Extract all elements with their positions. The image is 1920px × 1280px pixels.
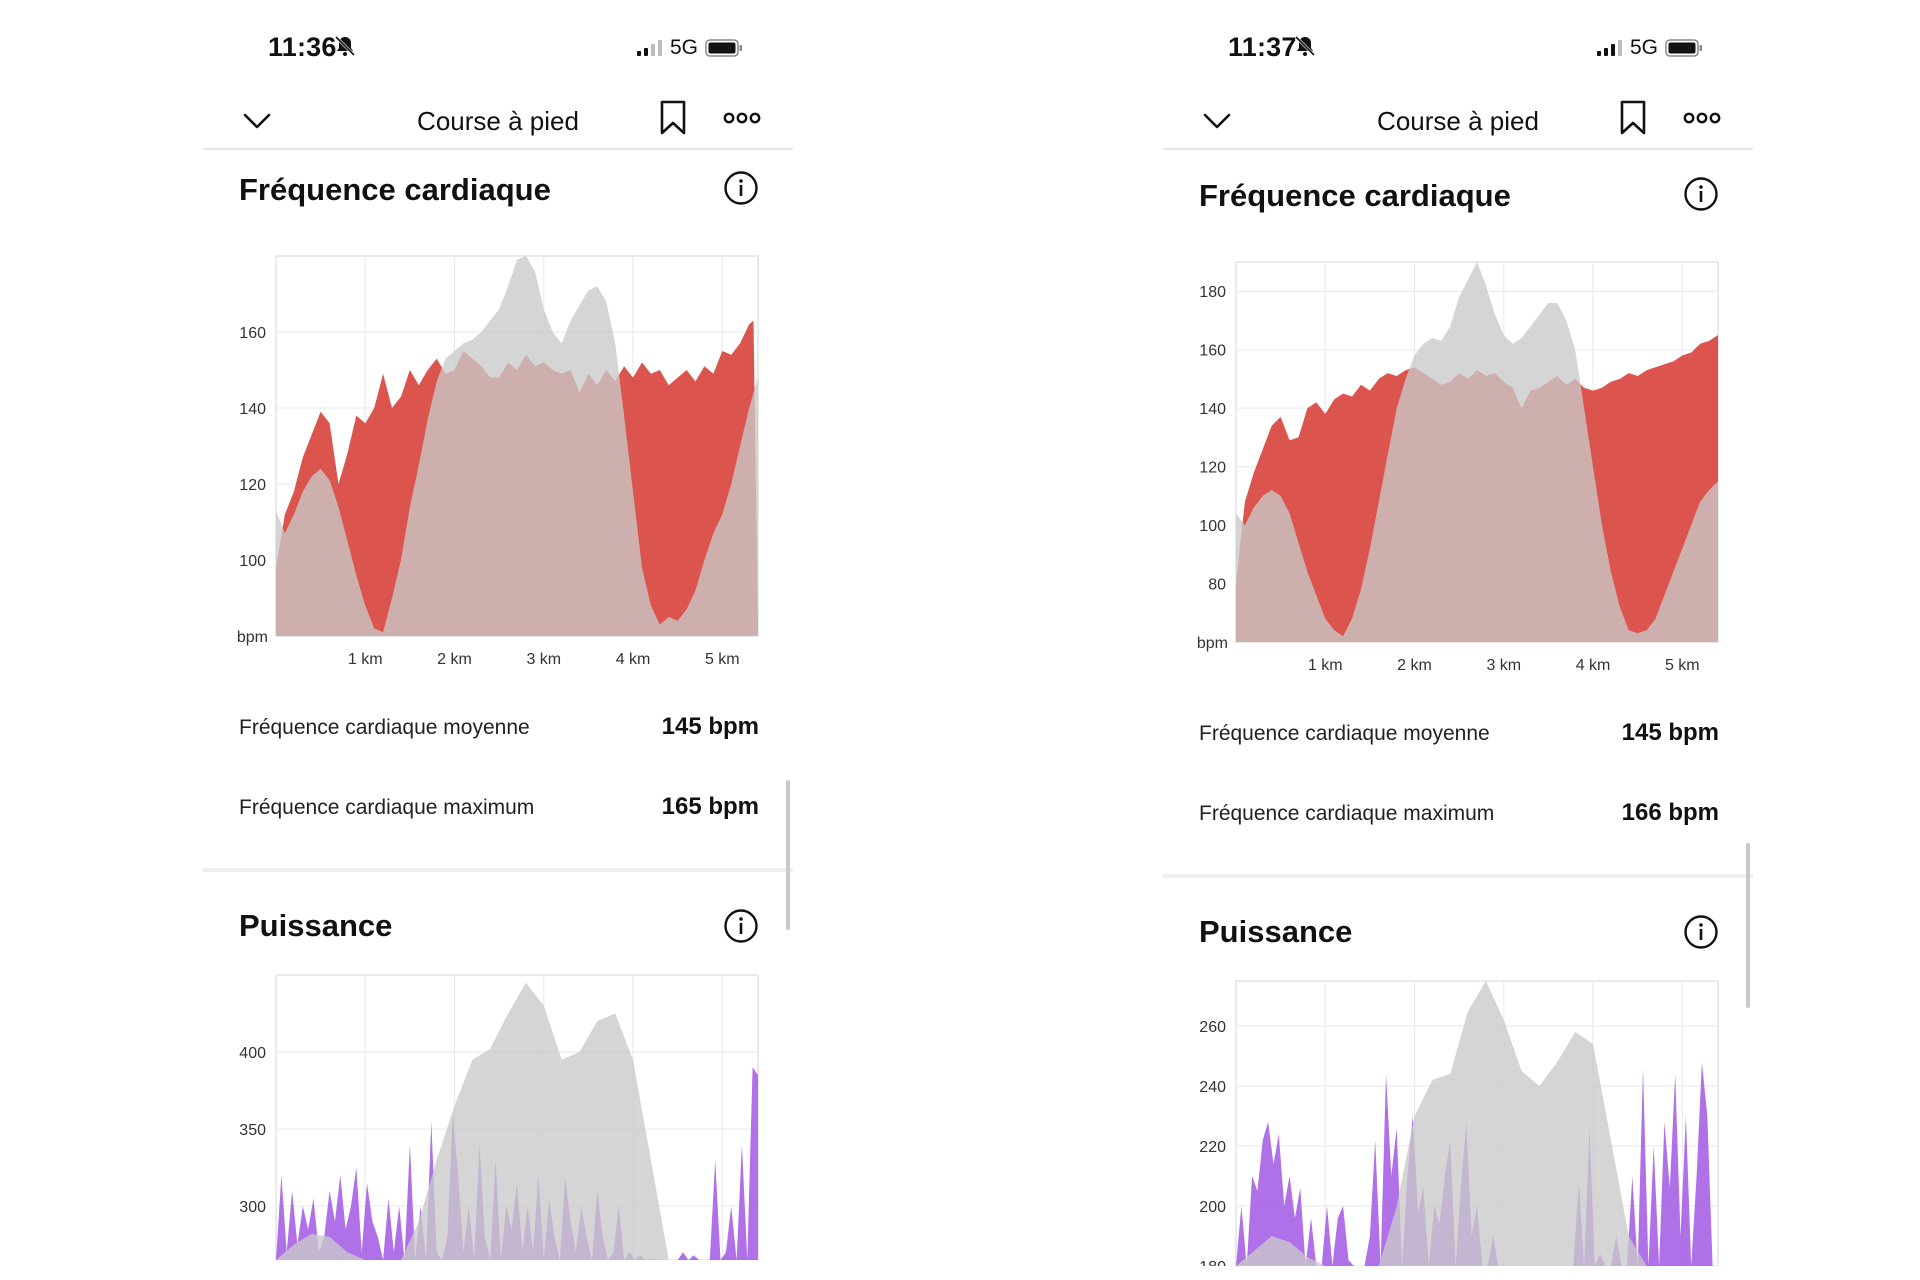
elevation-area: [1236, 981, 1718, 1266]
y-unit-label: bpm: [1197, 635, 1228, 652]
y-tick-label: 140: [239, 401, 266, 418]
stat-value: 165 bpm: [661, 793, 759, 820]
y-tick-label: 200: [1199, 1199, 1226, 1216]
phone-screen-right: 11:37 5G Course à pied Fréquence cardiaq…: [1163, 0, 1753, 1280]
x-tick-label: 3 km: [1486, 657, 1521, 674]
y-tick-label: 160: [239, 325, 266, 342]
y-tick-label: 180: [1199, 1259, 1226, 1266]
silent-bell-icon: [334, 35, 356, 57]
y-tick-label: 80: [1208, 577, 1226, 594]
phone-screen-left: 11:36 5G Course à pied Fréquence cardiaq…: [203, 0, 793, 1280]
y-tick-label: 180: [1199, 284, 1226, 301]
x-tick-label: 1 km: [348, 651, 383, 668]
x-tick-label: 4 km: [1576, 657, 1611, 674]
status-bar: 11:37 5G: [1163, 0, 1753, 96]
y-tick-label: 120: [239, 477, 266, 494]
y-tick-label: 350: [239, 1122, 266, 1139]
plot-frame: [1235, 980, 1719, 1266]
battery-icon: [1665, 39, 1702, 57]
section-title: Fréquence cardiaque: [239, 172, 551, 207]
section-title: Puissance: [1199, 914, 1353, 949]
y-tick-label: 240: [1199, 1079, 1226, 1096]
section-header: Fréquence cardiaque: [1163, 150, 1753, 222]
cellular-signal-icon: [636, 40, 662, 56]
header-divider: [203, 148, 793, 150]
scrollbar[interactable]: [1746, 843, 1750, 1008]
info-icon[interactable]: [723, 170, 759, 206]
more-options-icon[interactable]: [1683, 108, 1721, 128]
x-tick-label: 2 km: [1397, 657, 1432, 674]
status-bar: 11:36 5G: [203, 0, 793, 96]
stat-label: Fréquence cardiaque moyenne: [1199, 722, 1490, 745]
section-divider: [1163, 874, 1753, 878]
x-tick-label: 5 km: [705, 651, 740, 668]
heart-rate-chart: 80 100 120 140 160 180 1 km 2 km 3 km 4 km 5 km bpm: [1197, 261, 1719, 674]
stat-label: Fréquence cardiaque moyenne: [239, 716, 530, 739]
y-tick-label: 260: [1199, 1019, 1226, 1036]
power-section: Puissance 300 350 400: [203, 872, 793, 1260]
scrollbar[interactable]: [786, 780, 790, 930]
section-divider: [203, 868, 793, 872]
y-tick-label: 300: [239, 1199, 266, 1216]
x-tick-label: 5 km: [1665, 657, 1700, 674]
network-label: 5G: [1629, 36, 1658, 59]
y-tick-label: 100: [239, 553, 266, 570]
x-tick-label: 3 km: [526, 651, 561, 668]
page-title: Course à pied: [1377, 106, 1539, 136]
section-header: Puissance: [203, 872, 793, 960]
status-time: 11:37: [1228, 32, 1297, 62]
network-label: 5G: [669, 36, 698, 59]
stat-row-average: Fréquence cardiaque moyenne 145 bpm: [203, 686, 793, 766]
collapse-chevron-icon[interactable]: [1201, 110, 1233, 132]
power-chart: 180 200 220 240 260: [1199, 980, 1719, 1266]
bookmark-icon[interactable]: [1618, 100, 1648, 136]
heart-rate-chart: 100 120 140 160 1 km 2 km 3 km 4 km 5 km bpm: [237, 255, 759, 668]
nav-bar: Course à pied: [1163, 96, 1753, 148]
bookmark-icon[interactable]: [658, 100, 688, 136]
y-tick-label: 220: [1199, 1139, 1226, 1156]
x-tick-label: 2 km: [437, 651, 472, 668]
info-icon[interactable]: [723, 908, 759, 944]
elevation-area: [1236, 262, 1718, 642]
x-tick-label: 1 km: [1308, 657, 1343, 674]
more-options-icon[interactable]: [723, 108, 761, 128]
stat-row-average: Fréquence cardiaque moyenne 145 bpm: [1163, 692, 1753, 772]
y-tick-label: 160: [1199, 343, 1226, 360]
x-tick-label: 4 km: [616, 651, 651, 668]
y-tick-label: 400: [239, 1045, 266, 1062]
stat-value: 145 bpm: [661, 713, 759, 740]
elevation-area: [276, 982, 758, 1260]
y-tick-label: 100: [1199, 518, 1226, 535]
stat-label: Fréquence cardiaque maximum: [239, 796, 535, 819]
heart-rate-section: Fréquence cardiaque 80 100 120 140 160 180 1 k…: [1163, 150, 1753, 878]
power-chart: 300 350 400: [239, 974, 759, 1260]
power-section: Puissance 180 200 220 240 260: [1163, 878, 1753, 1266]
collapse-chevron-icon[interactable]: [241, 110, 273, 132]
elevation-area: [276, 256, 758, 636]
info-icon[interactable]: [1683, 176, 1719, 212]
y-tick-label: 120: [1199, 460, 1226, 477]
section-title: Fréquence cardiaque: [1199, 178, 1511, 213]
stat-value: 145 bpm: [1621, 719, 1719, 746]
heart-rate-section: Fréquence cardiaque 100 120 140 160 1 km 2 km…: [203, 150, 793, 872]
status-indicators: 5G: [1596, 36, 1703, 60]
stat-row-maximum: Fréquence cardiaque maximum 165 bpm: [203, 766, 793, 846]
stat-value: 166 bpm: [1621, 799, 1719, 826]
silent-bell-icon: [1294, 35, 1316, 57]
stat-row-maximum: Fréquence cardiaque maximum 166 bpm: [1163, 772, 1753, 852]
status-time: 11:36: [268, 32, 337, 62]
nav-bar: Course à pied: [203, 96, 793, 148]
stat-label: Fréquence cardiaque maximum: [1199, 802, 1495, 825]
info-icon[interactable]: [1683, 914, 1719, 950]
status-indicators: 5G: [636, 36, 743, 60]
cellular-signal-icon: [1596, 40, 1622, 56]
y-unit-label: bpm: [237, 629, 268, 646]
section-header: Puissance: [1163, 878, 1753, 966]
page-title: Course à pied: [417, 106, 579, 136]
header-divider: [1163, 148, 1753, 150]
y-tick-label: 140: [1199, 401, 1226, 418]
battery-icon: [705, 39, 742, 57]
section-header: Fréquence cardiaque: [203, 150, 793, 216]
section-title: Puissance: [239, 908, 393, 943]
